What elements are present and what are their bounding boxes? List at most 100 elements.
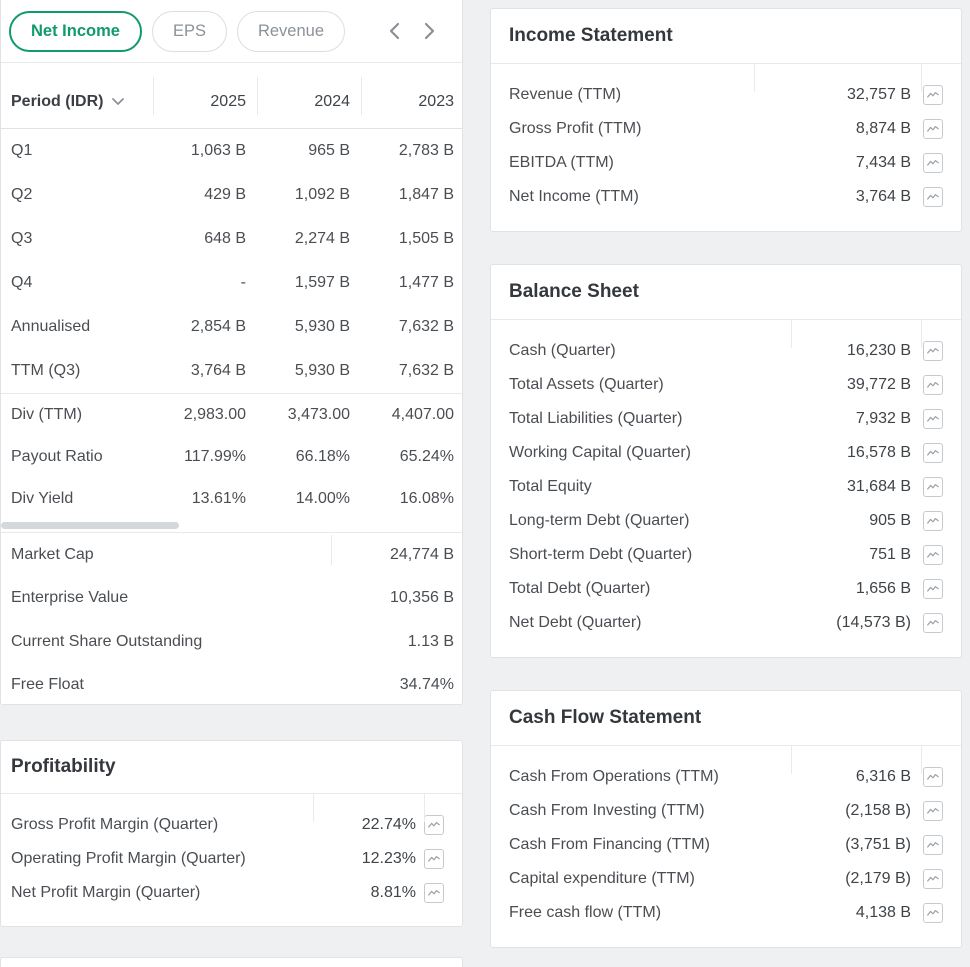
quarterly-rows: Q1 1,063 B 965 B 2,783 B Q2 429 B 1,092 …: [1, 129, 462, 393]
sparkline-icon[interactable]: [424, 815, 444, 835]
metric-label: Gross Profit Margin (Quarter): [11, 816, 219, 833]
row-label: Q4: [11, 274, 33, 291]
stat-label: Free Float: [11, 676, 84, 694]
sparkline-icon[interactable]: [923, 375, 943, 395]
cell-value: 14.00%: [295, 490, 350, 507]
tab-net-income[interactable]: Net Income: [9, 10, 142, 52]
cell-value: 2,854 B: [190, 318, 246, 335]
stat-label: Current Share Outstanding: [11, 632, 203, 650]
card-title: Profitability: [1, 741, 462, 794]
table-row: Payout Ratio 117.99% 66.18% 65.24%: [1, 436, 462, 478]
period-dropdown-label: Period (IDR): [11, 92, 104, 110]
sparkline-icon[interactable]: [923, 767, 943, 787]
sparkline-icon[interactable]: [923, 579, 943, 599]
stat-row: Market Cap 24,774 B: [1, 533, 462, 577]
year-column-2025: 2025: [210, 92, 246, 110]
metric-value: 4,138 B: [855, 904, 911, 921]
metric-row: Net Profit Margin (Quarter) 8.81%: [11, 876, 444, 910]
tab-eps[interactable]: EPS: [151, 10, 227, 52]
metric-row: Operating Profit Margin (Quarter) 12.23%: [11, 842, 444, 876]
cell-value: 117.99%: [184, 448, 246, 465]
sparkline-icon[interactable]: [923, 903, 943, 923]
metric-label: Total Debt (Quarter): [509, 580, 651, 597]
cell-value: 3,764 B: [190, 362, 246, 379]
sparkline-icon[interactable]: [424, 849, 444, 869]
sparkline-icon[interactable]: [923, 85, 943, 105]
tab-revenue[interactable]: Revenue: [236, 10, 346, 52]
sparkline-icon[interactable]: [923, 187, 943, 207]
metric-row: Working Capital (Quarter) 16,578 B: [509, 436, 943, 470]
metric-row: Total Debt (Quarter) 1,656 B: [509, 572, 943, 606]
metric-label: Net Income (TTM): [509, 188, 639, 205]
metric-row: Revenue (TTM) 32,757 B: [509, 78, 943, 112]
sparkline-icon[interactable]: [923, 119, 943, 139]
chevron-right-icon[interactable]: [423, 21, 436, 41]
cell-value: 4,407.00: [391, 406, 454, 423]
sparkline-icon[interactable]: [923, 613, 943, 633]
metric-value: 8,874 B: [855, 120, 911, 137]
metric-value: 6,316 B: [855, 768, 911, 785]
sparkline-icon[interactable]: [923, 341, 943, 361]
column-divider: [153, 77, 154, 115]
sparkline-icon[interactable]: [923, 153, 943, 173]
metric-row: Total Assets (Quarter) 39,772 B: [509, 368, 943, 402]
metric-row: Cash From Investing (TTM) (2,158 B): [509, 794, 943, 828]
row-label: Q1: [11, 142, 33, 159]
metric-row: Total Liabilities (Quarter) 7,932 B: [509, 402, 943, 436]
row-label: TTM (Q3): [11, 362, 81, 379]
row-label: Q2: [11, 186, 33, 203]
row-label: Q3: [11, 230, 33, 247]
column-divider: [424, 794, 425, 822]
tab-net-income-label: Net Income: [31, 21, 120, 40]
cell-value: 1,092 B: [294, 186, 350, 203]
cell-value: 66.18%: [295, 448, 350, 465]
metric-value: 22.74%: [361, 816, 416, 833]
sparkline-icon[interactable]: [923, 409, 943, 429]
card-title: Income Statement: [491, 9, 961, 64]
cell-value: 2,783 B: [398, 142, 454, 159]
sparkline-icon[interactable]: [923, 443, 943, 463]
sparkline-icon[interactable]: [424, 883, 444, 903]
metric-value: (2,179 B): [845, 870, 911, 887]
sparkline-icon[interactable]: [923, 869, 943, 889]
cell-value: 1,847 B: [398, 186, 454, 203]
horizontal-scroll-track: [1, 520, 462, 532]
chevron-left-icon[interactable]: [388, 21, 401, 41]
metric-label: Long-term Debt (Quarter): [509, 512, 690, 529]
cash-flow-rows: Cash From Operations (TTM) 6,316 B Cash …: [491, 746, 961, 930]
column-divider: [921, 746, 922, 774]
sparkline-icon[interactable]: [923, 477, 943, 497]
horizontal-scrollbar[interactable]: [1, 522, 179, 529]
sparkline-icon[interactable]: [923, 801, 943, 821]
cell-value: 16.08%: [399, 490, 454, 507]
stat-value: 10,356 B: [389, 589, 454, 607]
balance-sheet-rows: Cash (Quarter) 16,230 B Total Assets (Qu…: [491, 320, 961, 640]
metric-label: Short-term Debt (Quarter): [509, 546, 693, 563]
cell-value: 1,505 B: [398, 230, 454, 247]
sparkline-icon[interactable]: [923, 545, 943, 565]
cell-value: 2,274 B: [294, 230, 350, 247]
metric-value: 32,757 B: [846, 86, 911, 103]
column-divider: [791, 746, 792, 774]
metric-value: 7,434 B: [855, 154, 911, 171]
metric-row: EBITDA (TTM) 7,434 B: [509, 146, 943, 180]
stat-label: Enterprise Value: [11, 589, 129, 607]
row-label: Payout Ratio: [11, 448, 103, 465]
card-title: Balance Sheet: [491, 265, 961, 320]
column-divider: [331, 535, 332, 565]
sparkline-icon[interactable]: [923, 511, 943, 531]
metric-row: Cash (Quarter) 16,230 B: [509, 334, 943, 368]
table-row: Q4 - 1,597 B 1,477 B: [1, 261, 462, 305]
period-dropdown[interactable]: Period (IDR): [11, 93, 125, 111]
metric-row: Total Equity 31,684 B: [509, 470, 943, 504]
sparkline-icon[interactable]: [923, 835, 943, 855]
dividend-rows: Div (TTM) 2,983.00 3,473.00 4,407.00 Pay…: [1, 393, 462, 520]
column-divider: [921, 320, 922, 348]
cell-value: 7,632 B: [398, 362, 454, 379]
table-row: Div (TTM) 2,983.00 3,473.00 4,407.00: [1, 394, 462, 436]
table-row: Q3 648 B 2,274 B 1,505 B: [1, 217, 462, 261]
tab-pagination: [388, 21, 454, 41]
chevron-down-icon: [111, 93, 125, 111]
income-statement-card: Income Statement Revenue (TTM) 32,757 B …: [490, 8, 962, 232]
financials-panel: Net Income EPS Revenue Period (IDR) 2025…: [0, 0, 463, 705]
